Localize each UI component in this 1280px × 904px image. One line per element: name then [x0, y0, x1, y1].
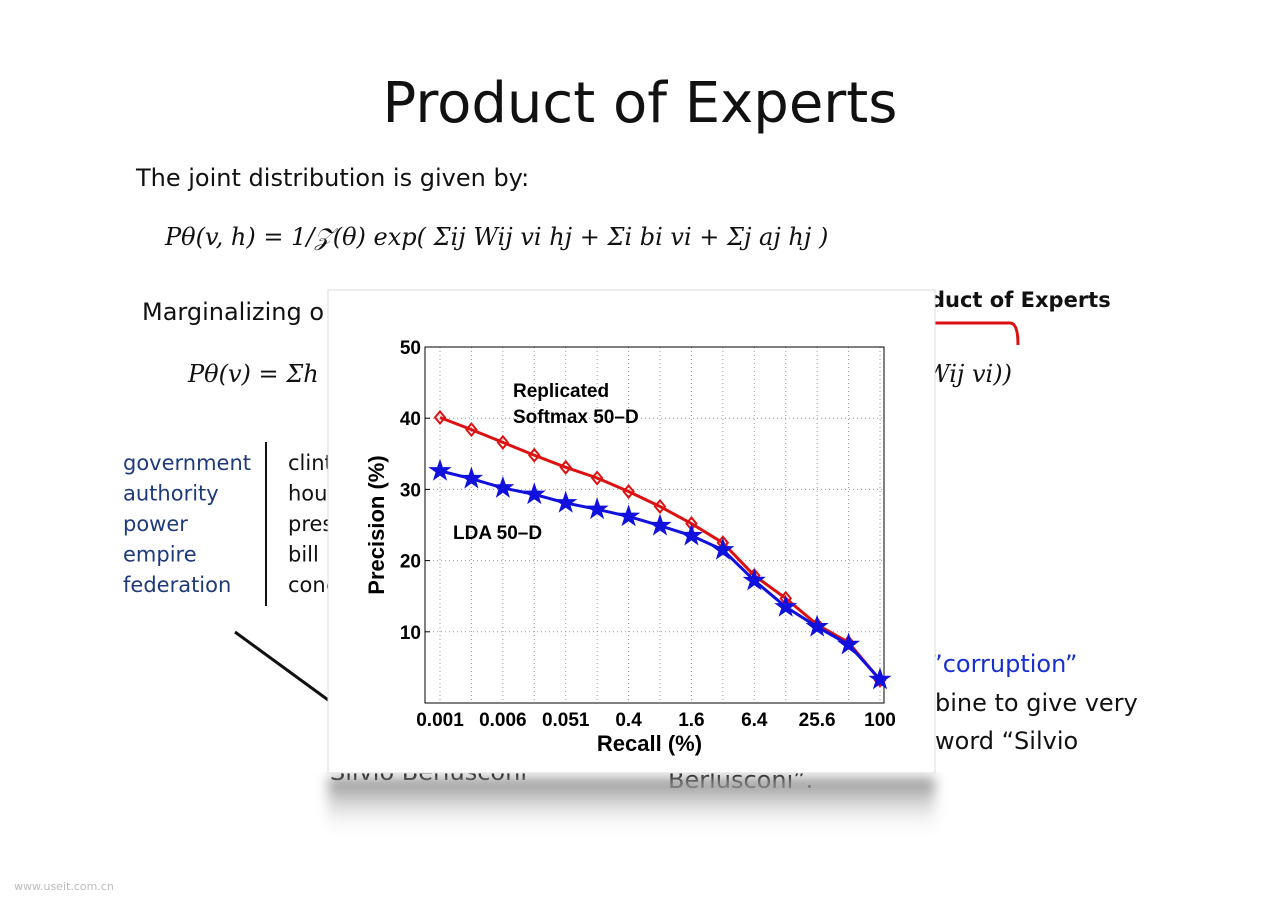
x-tick-label: 0.4: [615, 710, 642, 731]
equation: Wij vi)): [925, 360, 1012, 388]
data-point: [527, 447, 541, 463]
data-point: [616, 504, 641, 527]
slide-title: Product of Experts: [383, 71, 898, 136]
x-tick-label: 100: [864, 710, 896, 731]
annotation: Replicated: [513, 381, 609, 402]
intro: The joint distribution is given by:: [135, 164, 529, 192]
data-point: [622, 483, 635, 500]
topic-word: bill: [288, 543, 319, 567]
data-point: [491, 475, 515, 498]
bracket: [935, 321, 1020, 346]
topic-word: government: [123, 451, 251, 475]
data-point: [711, 537, 735, 560]
data-point: [774, 594, 798, 617]
marginal-text: Marginalizing o: [142, 298, 324, 326]
annotation: LDA 50–D: [453, 523, 542, 544]
equation: Pθ(v) = Σh: [187, 360, 319, 388]
y-axis-label: Precision (%): [364, 455, 389, 594]
data-point: [559, 459, 573, 475]
data-point: [590, 470, 604, 486]
topic-word: hou: [288, 482, 327, 506]
data-point: [585, 497, 609, 520]
pointer-line: [234, 630, 336, 707]
x-tick-label: 25.6: [799, 710, 836, 731]
annotation: Softmax 50–D: [513, 407, 639, 428]
body-text: , ”corruption”: [915, 650, 1077, 678]
topic-word: clint: [288, 451, 333, 475]
data-point: [868, 667, 892, 690]
x-axis-label: Recall (%): [597, 731, 702, 756]
body-text: word “Silvio: [935, 727, 1078, 755]
topic-word: pres: [288, 512, 333, 536]
y-tick-label: 10: [400, 623, 421, 644]
series-line: [439, 416, 882, 682]
y-tick-label: 20: [400, 552, 421, 573]
topic-word: federation: [123, 573, 231, 597]
right-heading: duct of Experts: [930, 288, 1111, 312]
x-tick-label: 0.001: [416, 710, 464, 731]
data-point: [465, 422, 478, 438]
chart-card: [327, 289, 936, 774]
x-tick-label: 6.4: [741, 710, 768, 731]
body-text: bine to give very: [935, 689, 1138, 717]
x-tick-label: 0.006: [479, 710, 527, 731]
data-point: [805, 614, 829, 637]
data-point: [428, 458, 452, 481]
plot-frame: [424, 346, 885, 704]
data-point: [496, 434, 510, 450]
x-tick-label: 0.051: [542, 710, 590, 731]
data-point: [459, 466, 484, 489]
equation: Pθ(v, h) = 1/𝒵(θ) exp( Σij Wij vi hj + Σ…: [164, 223, 828, 251]
y-tick-label: 40: [400, 409, 421, 430]
x-tick-label: 1.6: [678, 710, 704, 731]
y-tick-label: 30: [400, 480, 421, 501]
topic-word: power: [123, 512, 188, 536]
card-reflection: [328, 778, 935, 838]
data-point: [742, 568, 766, 591]
data-point: [522, 482, 546, 505]
data-point: [679, 523, 703, 546]
data-point: [648, 513, 672, 536]
topic-word: authority: [123, 482, 219, 506]
data-point: [433, 409, 447, 426]
topic-word: empire: [123, 543, 197, 567]
data-point: [554, 490, 578, 513]
data-point: [837, 632, 861, 655]
data-point: [653, 498, 667, 515]
watermark: www.useit.com.cn: [14, 880, 114, 893]
chart: 10 20 30 40 50 0.001 0.006 0.051 0.4 1.6 6.4 25.6 10…: [364, 338, 896, 756]
y-tick-label: 50: [400, 338, 421, 359]
